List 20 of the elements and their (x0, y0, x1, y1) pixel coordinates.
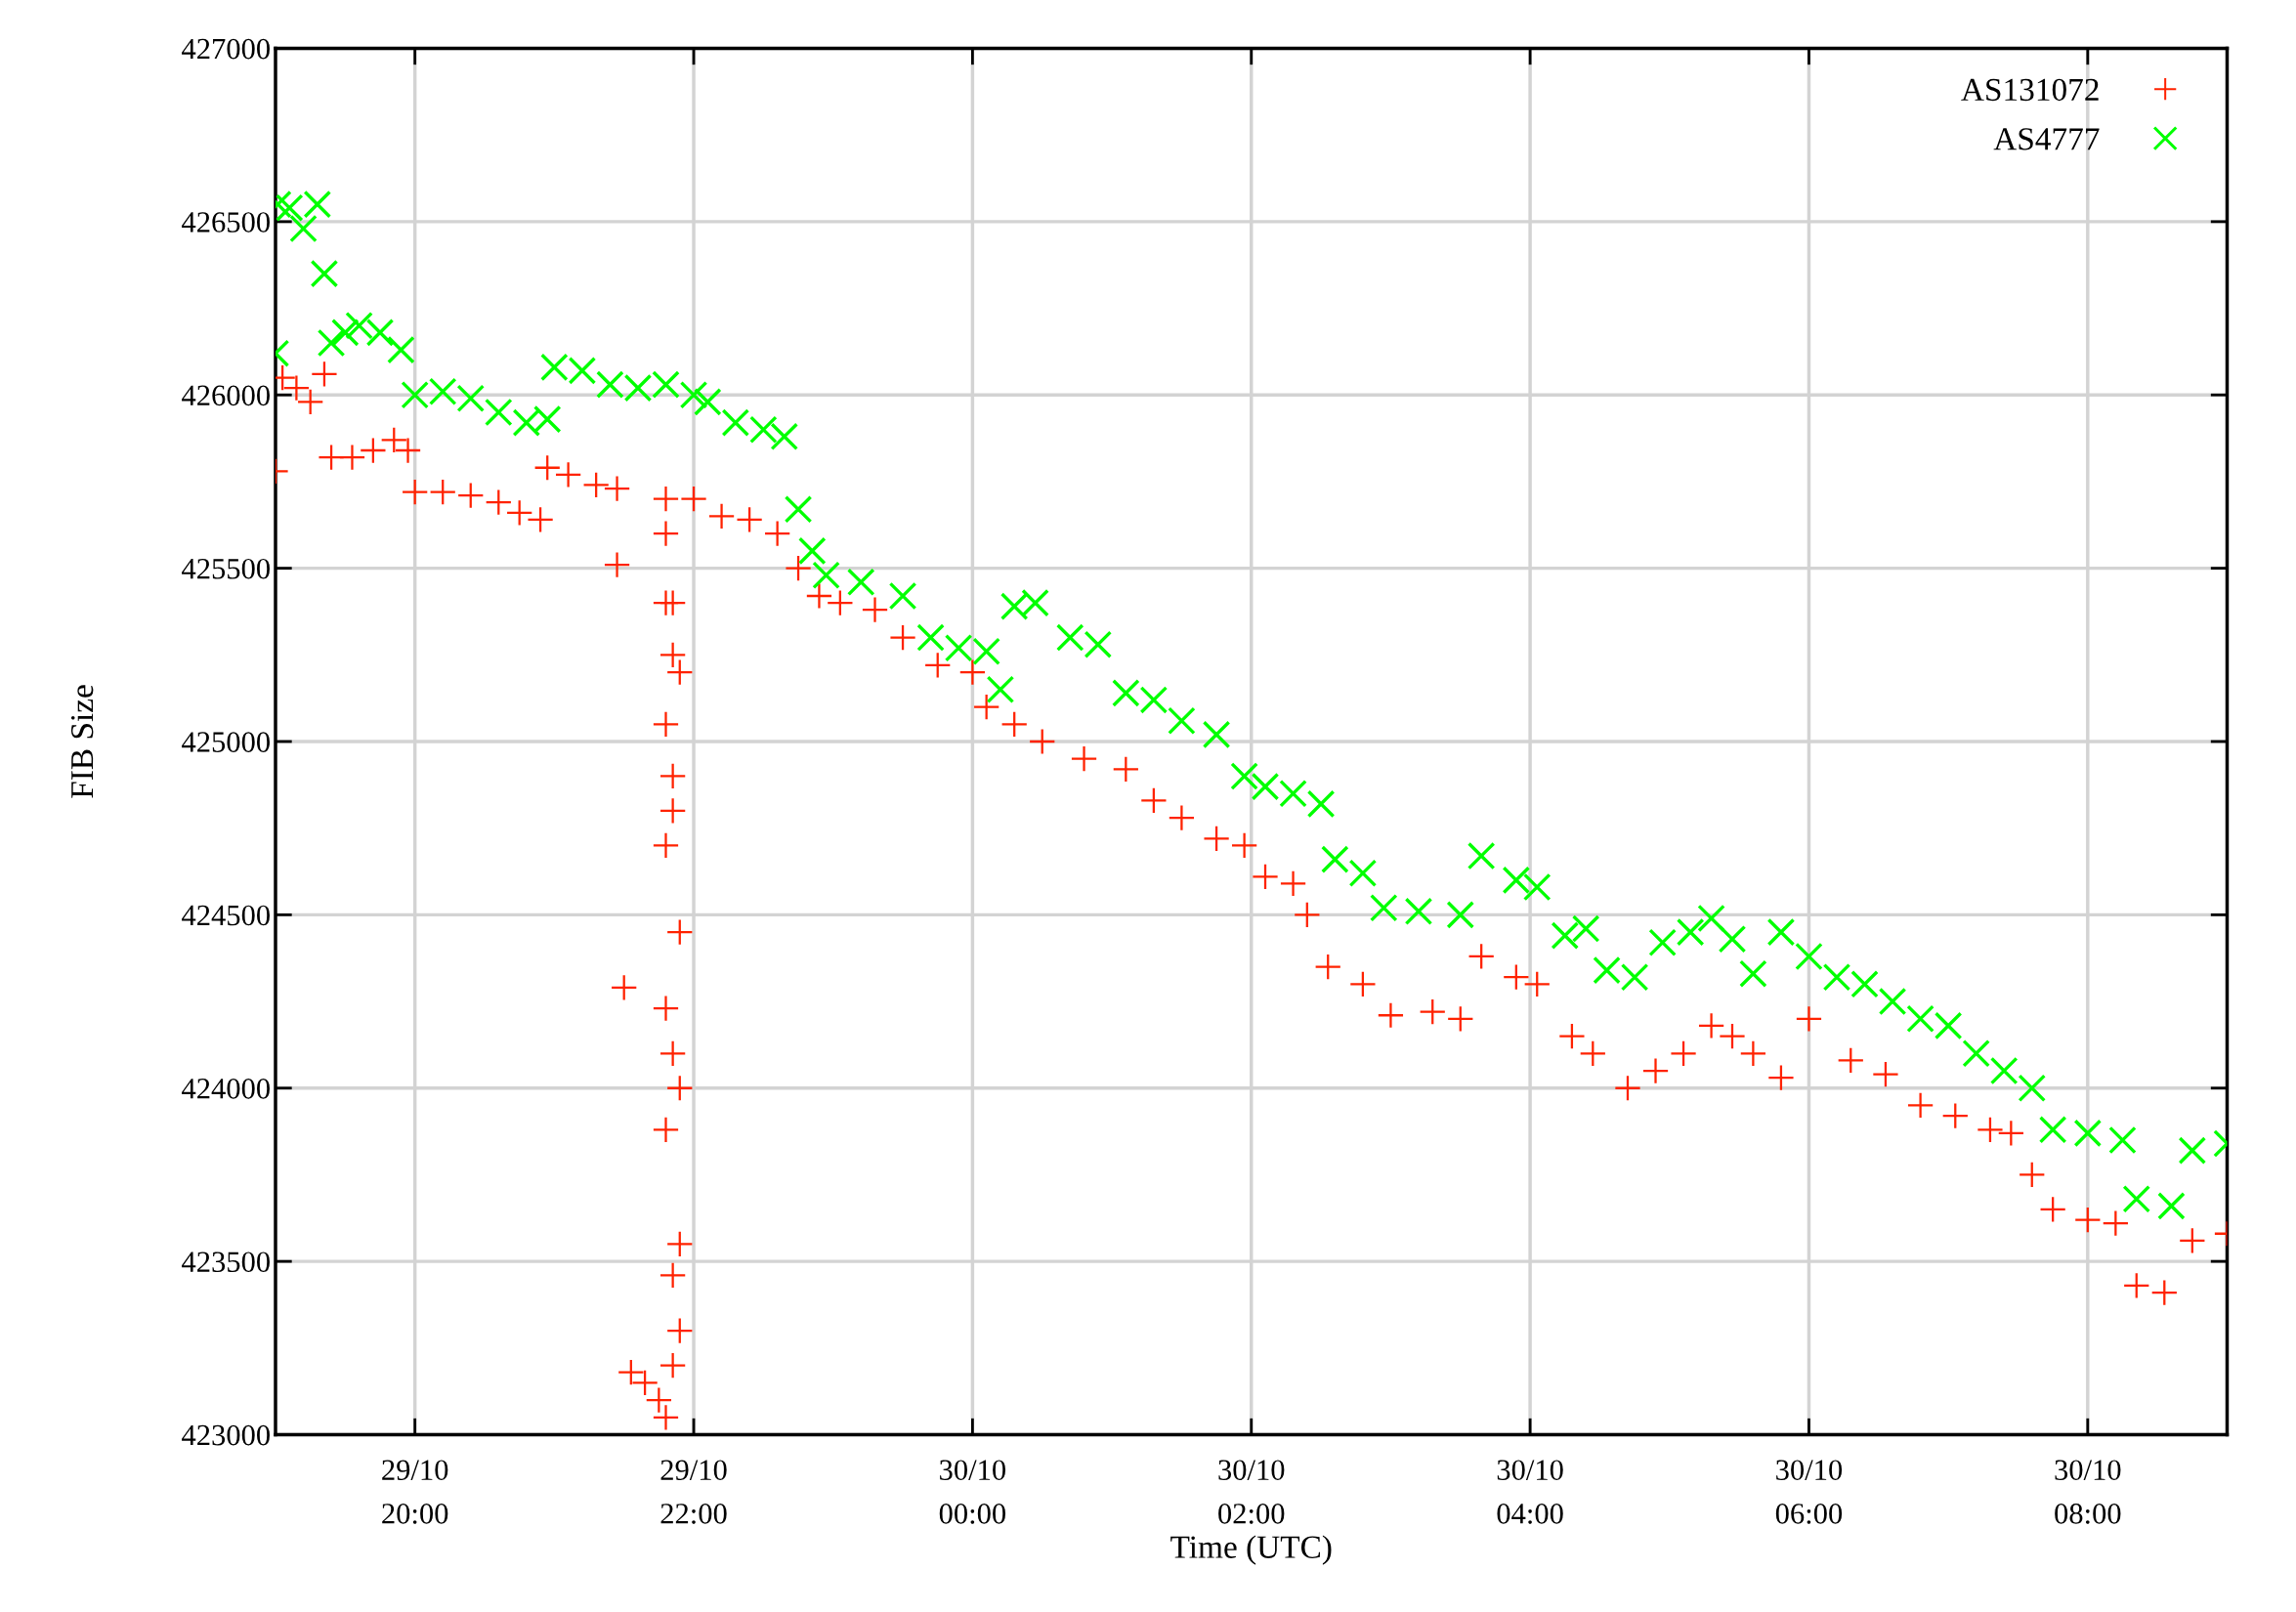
legend-label: AS4777 (1993, 128, 2100, 150)
y-tick-label: 426000 (182, 385, 270, 406)
x-axis-title: Time (UTC) (1170, 1535, 1332, 1565)
legend-label: AS131072 (1961, 78, 2099, 102)
y-tick-label: 424000 (182, 1079, 270, 1099)
y-axis-title: FIB Size (70, 685, 94, 798)
y-tick-label: 427000 (182, 38, 270, 60)
y-tick-label: 424500 (182, 905, 270, 926)
y-tick-label: 425000 (182, 732, 270, 752)
x-tick-label: 29/10 20:00 (382, 1460, 448, 1524)
y-tick-label: 426500 (182, 212, 270, 233)
x-tick-label: 30/10 04:00 (1497, 1460, 1563, 1524)
x-tick-label: 30/10 06:00 (1775, 1460, 1843, 1524)
x-tick-label: 29/10 22:00 (660, 1460, 727, 1524)
x-tick-label: 30/10 08:00 (2055, 1460, 2121, 1524)
y-tick-label: 425500 (182, 558, 270, 579)
x-tick-label: 30/10 02:00 (1218, 1460, 1285, 1524)
x-tick-label: 30/10 00:00 (939, 1460, 1006, 1524)
y-tick-label: 423500 (182, 1251, 270, 1273)
y-tick-label: 423000 (182, 1424, 270, 1446)
